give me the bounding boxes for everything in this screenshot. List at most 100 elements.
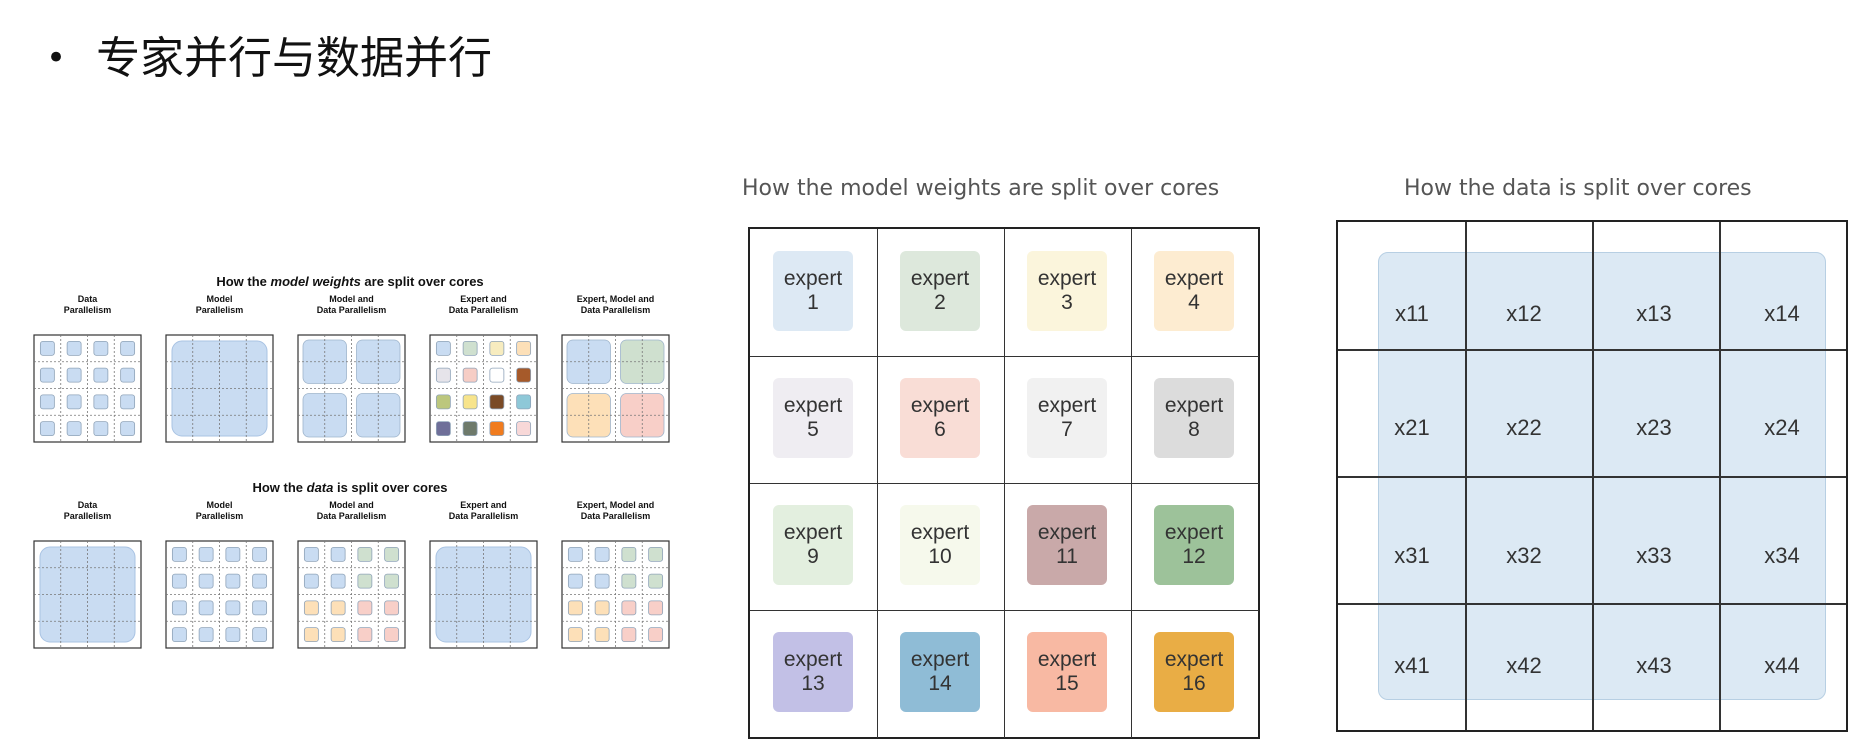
panel-cell-block — [489, 367, 505, 383]
panel-cell-block — [462, 367, 478, 383]
panel-cell-block — [462, 340, 478, 356]
panel-cell-block — [330, 600, 346, 616]
panel-cell-block — [648, 573, 664, 589]
expert-cell: expert 14 — [877, 610, 1005, 738]
panel-cell-block — [648, 546, 664, 562]
expert-cell: expert 7 — [1004, 356, 1132, 484]
panel-label: Model and Data Parallelism — [317, 294, 387, 315]
panel-label: Expert, Model and Data Parallelism — [577, 294, 655, 315]
expert-box: expert 1 — [773, 251, 853, 331]
expert-label: expert — [910, 648, 970, 671]
data-label: x12 — [1506, 301, 1542, 326]
row-title-part: data — [307, 480, 334, 495]
panel-label: Data Parallelism — [64, 500, 112, 521]
expert-box: expert 5 — [773, 378, 853, 458]
expert-cell: expert 9 — [750, 483, 878, 611]
expert-label: expert — [783, 394, 843, 417]
expert-cell: expert 2 — [877, 229, 1005, 357]
expert-label: expert — [910, 394, 970, 417]
data-grid-line — [1719, 222, 1721, 730]
expert-label: expert — [1037, 648, 1097, 671]
panel-label-line: Model and — [329, 294, 374, 304]
panel-label-line: Data Parallelism — [581, 511, 651, 521]
panel-cell-block — [198, 627, 214, 643]
panel-cell-block — [357, 573, 373, 589]
panel-cell-block — [489, 394, 505, 410]
expert-label: expert — [1164, 648, 1224, 671]
panel-cell-block — [330, 573, 346, 589]
expert-number: 12 — [1182, 545, 1206, 568]
panel-cell-block — [198, 546, 214, 562]
panel-cell-block — [648, 627, 664, 643]
row-title-part: How the — [252, 480, 306, 495]
panel-cell-block — [489, 421, 505, 437]
panel-label-line: Data Parallelism — [581, 305, 651, 315]
expert-number: 11 — [1056, 545, 1078, 568]
data-grid-line — [1338, 603, 1846, 605]
panel-cell-block — [66, 421, 82, 437]
panel-label-line: Data Parallelism — [317, 511, 387, 521]
expert-number: 4 — [1188, 291, 1200, 314]
panel-cell-block — [66, 394, 82, 410]
panel-cell-block — [384, 600, 400, 616]
expert-label: expert — [1164, 267, 1224, 290]
data-label: x14 — [1764, 301, 1800, 326]
panel-cell-block — [567, 600, 583, 616]
row-title-part: model weights — [271, 274, 361, 289]
data-label: x41 — [1394, 653, 1430, 678]
panel-cell-block — [516, 394, 532, 410]
panel-cell-block — [252, 573, 268, 589]
panel-cell-block — [462, 421, 478, 437]
panel-cell-block — [516, 421, 532, 437]
panel-cell-block — [594, 600, 610, 616]
expert-number: 10 — [928, 545, 952, 568]
expert-number: 16 — [1182, 672, 1206, 695]
panel-cell-block — [39, 340, 55, 356]
panel-cell-block — [330, 627, 346, 643]
expert-label: expert — [910, 521, 970, 544]
panel-cell-block — [621, 600, 637, 616]
panel-cell-block — [171, 546, 187, 562]
expert-number: 7 — [1061, 418, 1073, 441]
expert-box: expert 16 — [1154, 632, 1234, 712]
data-grid: x11 x12 x13 x14 x21 x22 x23 x24 x31 x32 x33 x34 x41 x… — [1336, 220, 1848, 732]
panel-cell-block — [303, 600, 319, 616]
expert-label: expert — [1037, 521, 1097, 544]
panel-label-line: Parallelism — [196, 305, 244, 315]
panel-cell-block — [357, 546, 373, 562]
panel-cell-block — [330, 546, 346, 562]
panel-cell-block — [648, 600, 664, 616]
expert-number: 2 — [934, 291, 946, 314]
weights-grid: expert 1 expert 2 expert 3 expert 4 expert 5 exper… — [748, 227, 1260, 739]
data-label: x44 — [1764, 653, 1800, 678]
expert-box: expert 12 — [1154, 505, 1234, 585]
panel-label-line: Parallelism — [196, 511, 244, 521]
panel-cell-block — [39, 421, 55, 437]
panel-label-line: Parallelism — [64, 305, 112, 315]
panel-cell-block — [435, 367, 451, 383]
panel-cell-block — [594, 627, 610, 643]
expert-cell: expert 15 — [1004, 610, 1132, 738]
panel-label-line: Data Parallelism — [317, 305, 387, 315]
expert-box: expert 2 — [900, 251, 980, 331]
panel-label: Model Parallelism — [196, 500, 244, 521]
panel-cell-block — [171, 573, 187, 589]
panel-label: Expert and Data Parallelism — [449, 500, 519, 521]
panel-cell-block — [198, 573, 214, 589]
expert-cell: expert 1 — [750, 229, 878, 357]
expert-label: expert — [1164, 394, 1224, 417]
panel-cell-block — [120, 367, 136, 383]
panel-label-line: Data — [78, 294, 99, 304]
panel-cell-block — [93, 394, 109, 410]
expert-box: expert 6 — [900, 378, 980, 458]
expert-cell: expert 3 — [1004, 229, 1132, 357]
expert-box: expert 11 — [1027, 505, 1107, 585]
panel-cell-block — [39, 394, 55, 410]
bullet-dot: • — [46, 38, 67, 78]
row-title: How the data is split over cores — [252, 480, 447, 495]
panel-label-line: Data Parallelism — [449, 511, 519, 521]
expert-box: expert 13 — [773, 632, 853, 712]
panel-cell-block — [516, 367, 532, 383]
data-label: x31 — [1394, 543, 1430, 568]
data-label: x23 — [1636, 415, 1672, 440]
